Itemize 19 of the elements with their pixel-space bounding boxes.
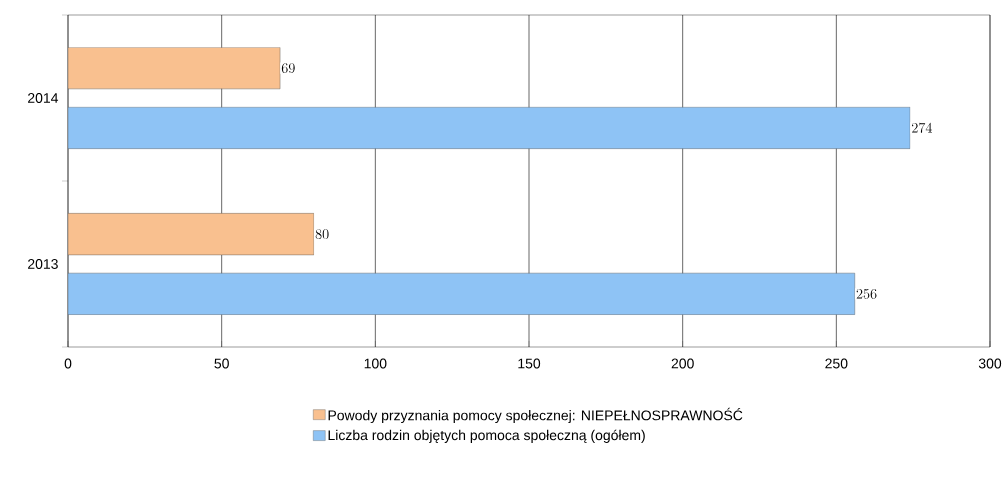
data-label: 256	[856, 288, 877, 299]
bar	[68, 106, 911, 149]
y-tick-label: 2014	[28, 93, 59, 103]
bar	[68, 213, 315, 256]
bar	[68, 47, 281, 90]
x-tick-label: 200	[671, 358, 694, 369]
x-tick-label: 300	[978, 358, 1002, 369]
data-label: 69	[281, 63, 295, 74]
data-label: 274	[912, 122, 933, 133]
legend-label: Powody przyznania pomocy społecznej: NIEPEŁNOSPRAWNOŚĆ	[328, 407, 743, 424]
bar	[68, 272, 855, 315]
x-tick-label: 100	[364, 358, 387, 369]
data-label: 80	[315, 229, 329, 240]
x-tick-label: 50	[214, 358, 229, 369]
x-tick-label: 150	[518, 358, 541, 369]
x-tick-label: 0	[64, 358, 72, 369]
legend-label: Liczba rodzin objętych pomoca społeczną (ogółem)	[328, 429, 645, 443]
y-tick-label: 2013	[28, 259, 58, 269]
x-tick-label: 250	[825, 358, 848, 369]
